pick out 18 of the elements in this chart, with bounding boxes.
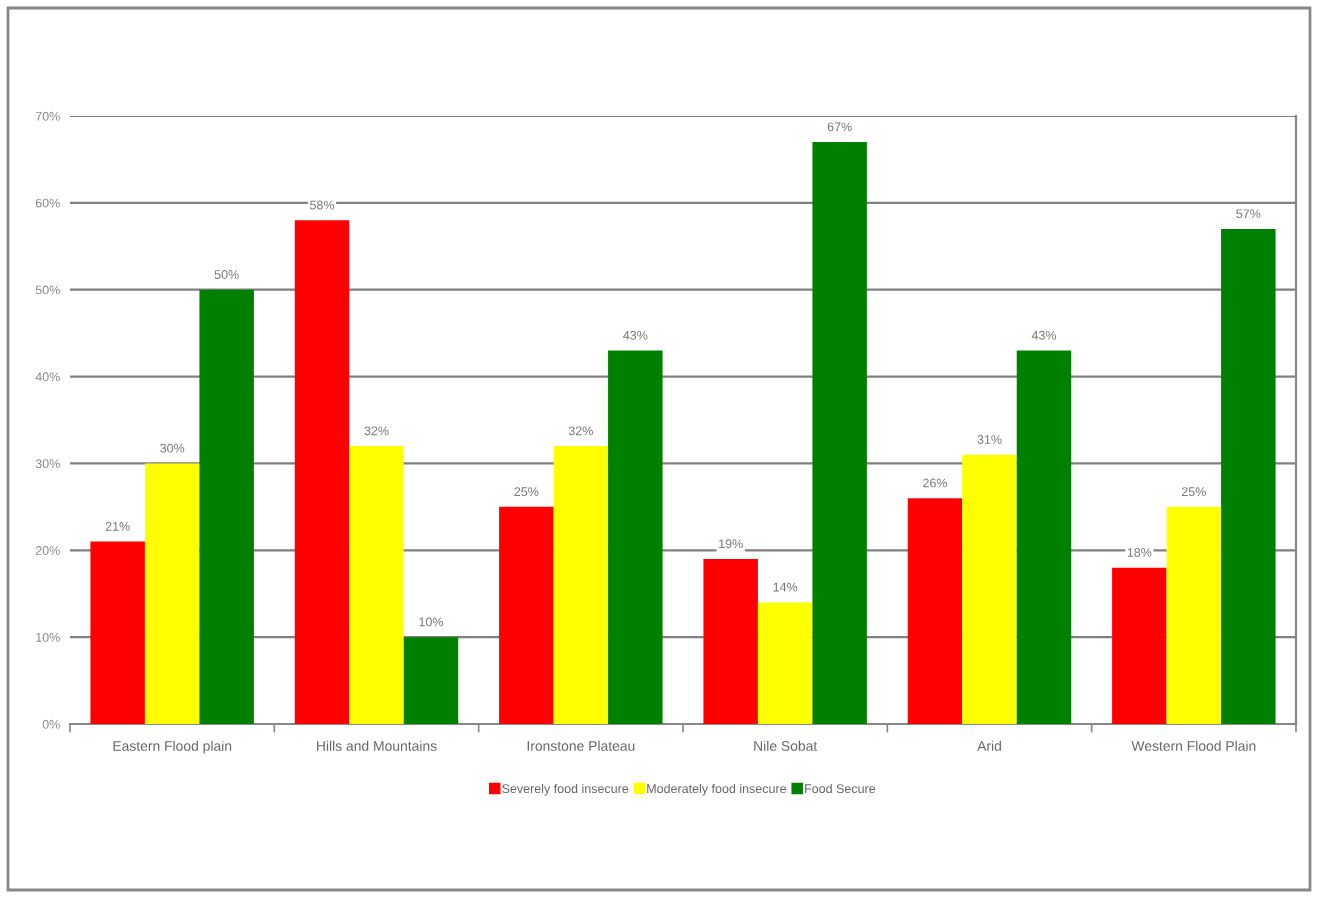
bar xyxy=(608,350,663,724)
bar xyxy=(1016,350,1072,724)
bar xyxy=(703,558,758,724)
bar xyxy=(199,289,254,724)
bar xyxy=(1221,228,1276,724)
bar xyxy=(812,142,867,724)
bar xyxy=(553,446,609,724)
bar xyxy=(294,220,350,724)
bar xyxy=(1112,567,1167,724)
bar xyxy=(757,602,813,724)
bar xyxy=(349,446,404,724)
bar xyxy=(499,506,554,724)
bar xyxy=(962,454,1017,724)
bar xyxy=(144,463,200,724)
bar xyxy=(907,498,963,724)
bar xyxy=(90,541,145,724)
bar xyxy=(1166,506,1222,724)
bar xyxy=(403,637,459,724)
